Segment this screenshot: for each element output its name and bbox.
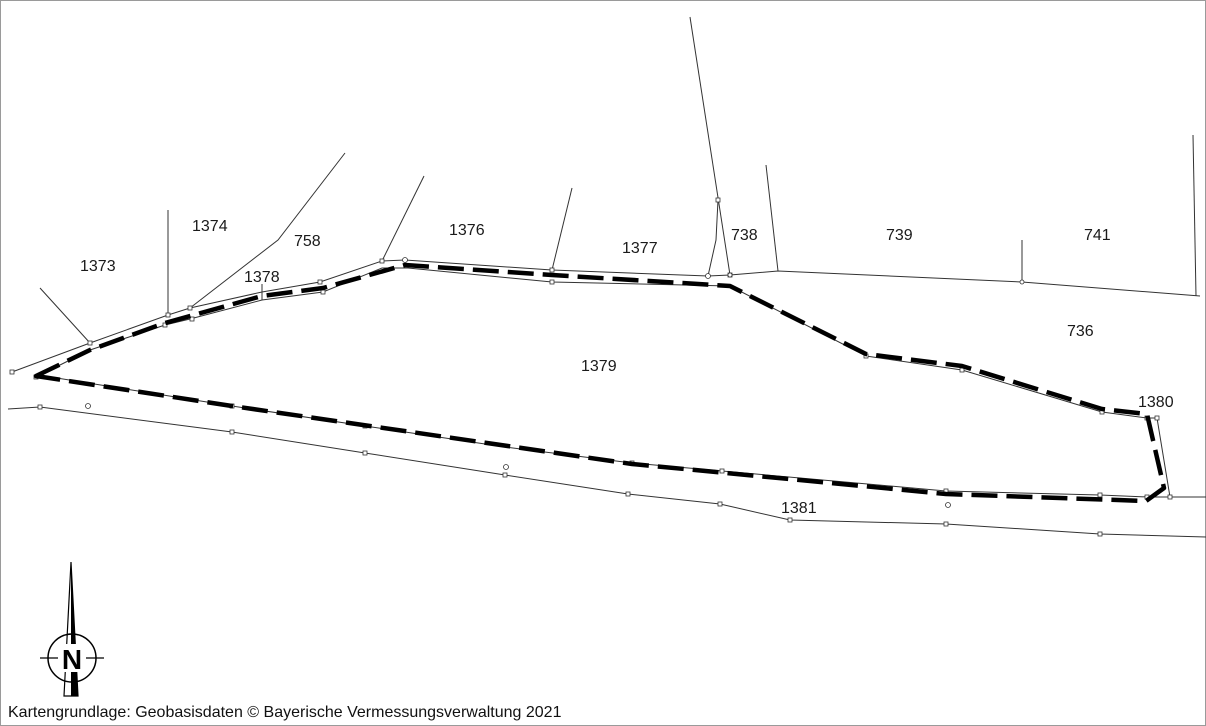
boundary-markers <box>9 197 1173 537</box>
parcel-label-741: 741 <box>1084 227 1111 244</box>
street-edge-south <box>7 406 1206 538</box>
divider-1376 <box>381 175 425 262</box>
parcel-label-1376: 1376 <box>449 222 485 239</box>
parcel-1379-north-inner <box>35 267 731 378</box>
boundary-circles <box>85 257 1025 508</box>
parcel-label-738: 738 <box>731 227 758 244</box>
parcel-label-1378: 1378 <box>244 269 280 286</box>
parcel-label-1380: 1380 <box>1138 394 1174 411</box>
divider-741 <box>1192 134 1197 297</box>
parcel-label-1373: 1373 <box>80 258 116 275</box>
street-edge-north <box>37 374 1206 498</box>
parcel-1379-north-edge <box>11 259 1201 373</box>
parcel-label-1379: 1379 <box>581 358 617 375</box>
parcel-1379-boundary[interactable] <box>33 262 1167 504</box>
divider-758 <box>189 152 346 309</box>
divider-1373 <box>39 287 91 344</box>
north-arrow-letter-bg <box>58 644 86 672</box>
north-arrow-letter: N <box>62 644 82 675</box>
north-arrow: N <box>40 561 104 697</box>
divider-738-west <box>689 16 731 276</box>
parcel-label-739: 739 <box>886 227 913 244</box>
parcel-label-1374: 1374 <box>192 218 228 235</box>
parcel-labels: 1373 1374 758 1378 1376 1377 738 739 741… <box>80 218 1174 517</box>
map-credit: Kartengrundlage: Geobasisdaten © Bayeris… <box>8 704 562 721</box>
parcel-label-1381: 1381 <box>781 500 817 517</box>
divider-1377 <box>551 187 573 271</box>
divider-738-east <box>765 164 779 272</box>
divider-738-stub <box>707 199 719 277</box>
parcel-label-1377: 1377 <box>622 240 658 257</box>
parcel-label-736: 736 <box>1067 323 1094 340</box>
parcel-label-758: 758 <box>294 233 321 250</box>
